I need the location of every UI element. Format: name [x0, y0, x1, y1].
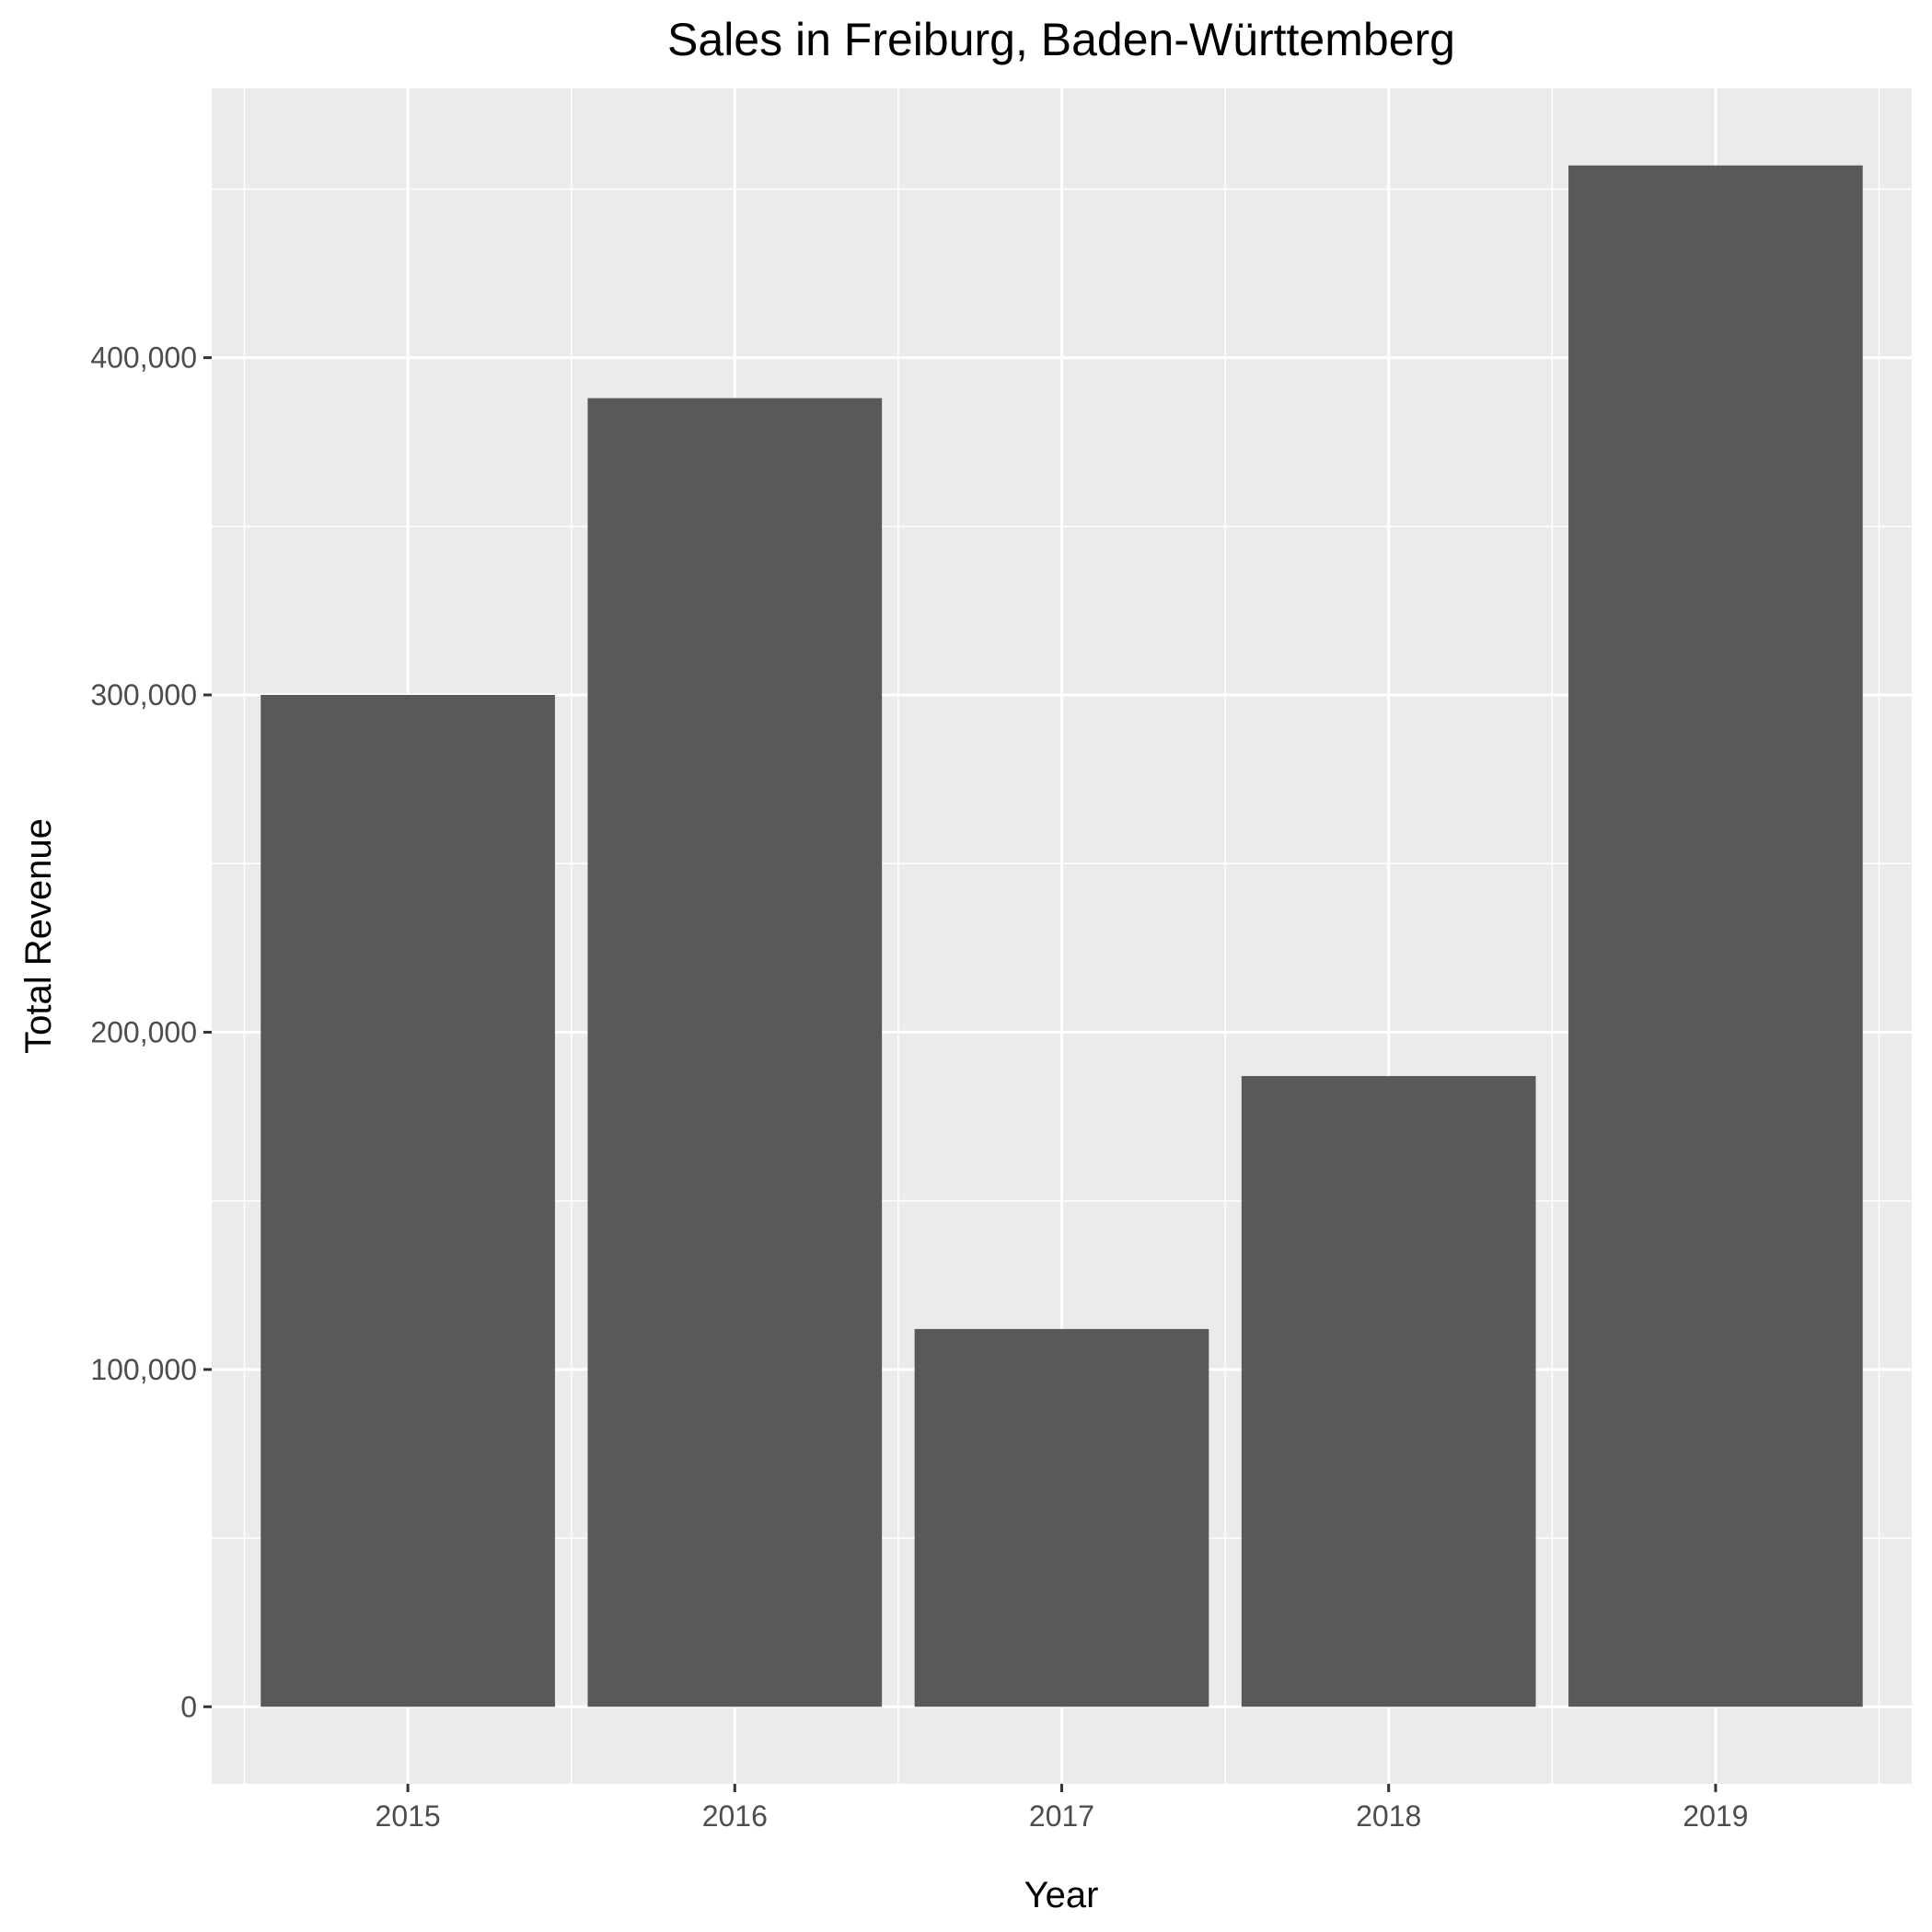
- bar-2015: [260, 695, 555, 1707]
- y-axis: 0 100,000 200,000 300,000 400,000: [90, 341, 212, 1723]
- y-tick-label: 300,000: [90, 678, 197, 711]
- x-axis-title: Year: [1024, 1875, 1099, 1915]
- bars: [260, 165, 1863, 1707]
- y-axis-title: Total Revenue: [18, 818, 59, 1054]
- bar-2019: [1568, 165, 1863, 1707]
- chart-title: Sales in Freiburg, Baden-Württemberg: [667, 14, 1455, 65]
- bar-2017: [914, 1328, 1209, 1707]
- x-tick-label: 2019: [1683, 1799, 1748, 1833]
- x-tick-label: 2015: [376, 1799, 441, 1833]
- x-axis: 2015 2016 2017 2018 2019: [376, 1784, 1748, 1833]
- y-tick-label: 0: [180, 1690, 197, 1723]
- y-tick-label: 400,000: [90, 341, 197, 375]
- bar-2016: [587, 398, 883, 1707]
- bar-2018: [1241, 1076, 1536, 1707]
- x-tick-label: 2018: [1356, 1799, 1421, 1833]
- y-tick-label: 200,000: [90, 1015, 197, 1048]
- x-tick-label: 2017: [1029, 1799, 1094, 1833]
- x-tick-label: 2016: [702, 1799, 768, 1833]
- y-tick-label: 100,000: [90, 1353, 197, 1386]
